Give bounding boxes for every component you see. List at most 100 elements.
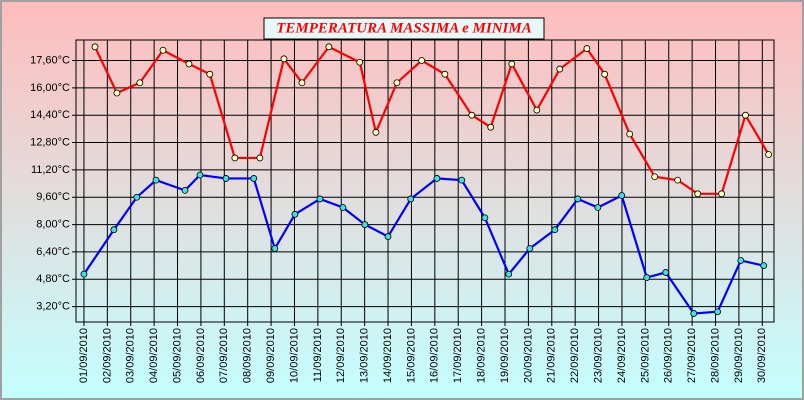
point-marker [718,190,726,198]
x-tick-label: 03/09/2010 [125,328,137,383]
point-marker [618,192,626,199]
point-marker [694,190,702,198]
point-marker [372,128,380,136]
point-marker [181,186,189,194]
point-marker [80,270,88,278]
series-line [93,45,770,195]
point-marker [690,310,698,317]
x-tick-label: 05/09/2010 [171,328,183,383]
point-marker [159,46,167,54]
y-tick-label: 17,60°C [30,54,70,66]
point-marker [556,65,564,73]
x-tick-label: 20/09/2010 [522,328,534,383]
point-marker [662,269,670,276]
point-marker [765,151,773,158]
point-marker [533,106,541,114]
x-tick-label: 17/09/2010 [452,328,464,383]
x-tick-label: 26/09/2010 [663,328,675,383]
y-tick-label: 16,00°C [30,82,70,94]
point-marker [393,79,401,87]
x-tick-label: 04/09/2010 [148,328,160,383]
x-tick-label: 19/09/2010 [499,328,511,383]
point-marker [196,171,204,179]
point-marker [113,89,121,97]
y-tick-label: 9,60°C [36,191,70,203]
point-marker [594,204,602,211]
point-marker [583,45,591,52]
point-marker [643,274,651,281]
point-marker [742,111,749,119]
point-marker [185,60,193,68]
point-marker [468,111,476,119]
y-tick-label: 3,20°C [36,301,70,313]
point-marker [418,57,426,64]
point-marker [760,262,768,270]
point-marker [136,79,144,87]
point-marker [737,257,745,264]
point-marker [458,176,466,184]
point-marker [508,60,516,68]
x-tick-label: 01/09/2010 [78,328,90,383]
point-marker [433,175,441,182]
point-marker [384,233,392,240]
x-tick-label: 12/09/2010 [335,328,347,383]
y-tick-label: 6,40°C [36,246,70,258]
x-tick-label: 08/09/2010 [242,328,254,383]
point-marker [110,226,118,234]
x-tick-label: 23/09/2010 [592,328,604,383]
x-tick-label: 24/09/2010 [616,328,628,383]
point-marker [298,79,306,87]
chart-title: TEMPERATURA MASSIMA e MINIMA [276,20,532,36]
point-marker [626,130,634,138]
point-marker [256,154,264,162]
x-tick-label: 30/09/2010 [756,328,768,383]
y-tick-label: 14,40°C [30,109,70,121]
x-tick-label: 07/09/2010 [218,328,230,383]
point-marker [271,245,279,252]
point-marker [651,173,659,181]
point-marker [601,70,609,78]
point-marker [291,210,299,218]
point-marker [316,195,324,203]
point-marker [674,176,682,184]
x-tick-label: 02/09/2010 [101,328,113,383]
point-marker [152,176,160,184]
point-marker [231,154,239,162]
y-tick-label: 8,00°C [36,218,70,230]
x-tick-label: 22/09/2010 [569,328,581,383]
x-tick-label: 28/09/2010 [709,328,721,383]
x-tick-label: 18/09/2010 [476,328,488,383]
y-tick-label: 4,80°C [36,273,70,285]
point-marker [325,43,333,51]
point-marker [487,123,495,131]
point-marker [551,226,559,234]
point-marker [526,245,534,252]
point-marker [133,193,141,201]
y-tick-label: 12,80°C [30,136,70,148]
point-marker [407,195,415,203]
point-marker [206,70,214,78]
x-tick-label: 09/09/2010 [265,328,277,383]
plot-area [75,39,775,323]
x-tick-label: 11/09/2010 [312,328,324,382]
point-marker [441,70,449,78]
point-marker [574,195,582,203]
x-tick-label: 21/09/2010 [546,328,558,383]
point-marker [714,308,722,316]
point-marker [91,43,99,51]
point-marker [280,55,288,63]
x-tick-label: 16/09/2010 [429,328,441,383]
point-marker [481,214,489,222]
x-tick-label: 10/09/2010 [288,328,300,383]
y-tick-label: 11,20°C [31,164,70,176]
title-box [263,17,545,40]
x-tick-label: 29/09/2010 [733,328,745,383]
point-marker [356,58,364,66]
point-marker [250,175,258,182]
x-tick-label: 15/09/2010 [405,328,417,383]
point-marker [222,175,230,182]
x-tick-label: 27/09/2010 [686,328,698,383]
x-tick-label: 06/09/2010 [195,328,207,383]
point-marker [339,204,347,211]
